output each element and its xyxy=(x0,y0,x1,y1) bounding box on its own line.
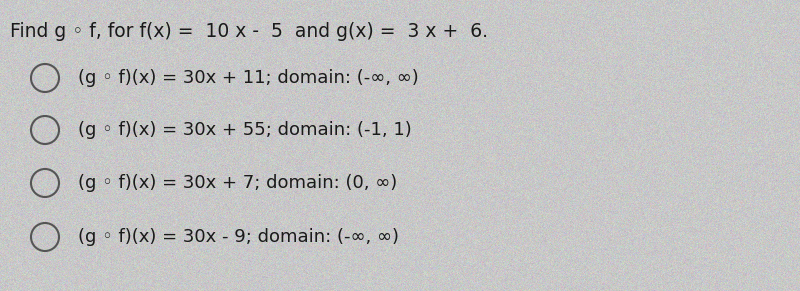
Text: (g ◦ f)(x) = 30x - 9; domain: (-∞, ∞): (g ◦ f)(x) = 30x - 9; domain: (-∞, ∞) xyxy=(78,228,399,246)
Text: (g ◦ f)(x) = 30x + 11; domain: (-∞, ∞): (g ◦ f)(x) = 30x + 11; domain: (-∞, ∞) xyxy=(78,69,418,87)
Text: (g ◦ f)(x) = 30x + 55; domain: (-1, 1): (g ◦ f)(x) = 30x + 55; domain: (-1, 1) xyxy=(78,121,412,139)
Text: Find g ◦ f, for f(x) =  10 x -  5  and g(x) =  3 x +  6.: Find g ◦ f, for f(x) = 10 x - 5 and g(x)… xyxy=(10,22,488,41)
Text: (g ◦ f)(x) = 30x + 7; domain: (0, ∞): (g ◦ f)(x) = 30x + 7; domain: (0, ∞) xyxy=(78,174,398,192)
